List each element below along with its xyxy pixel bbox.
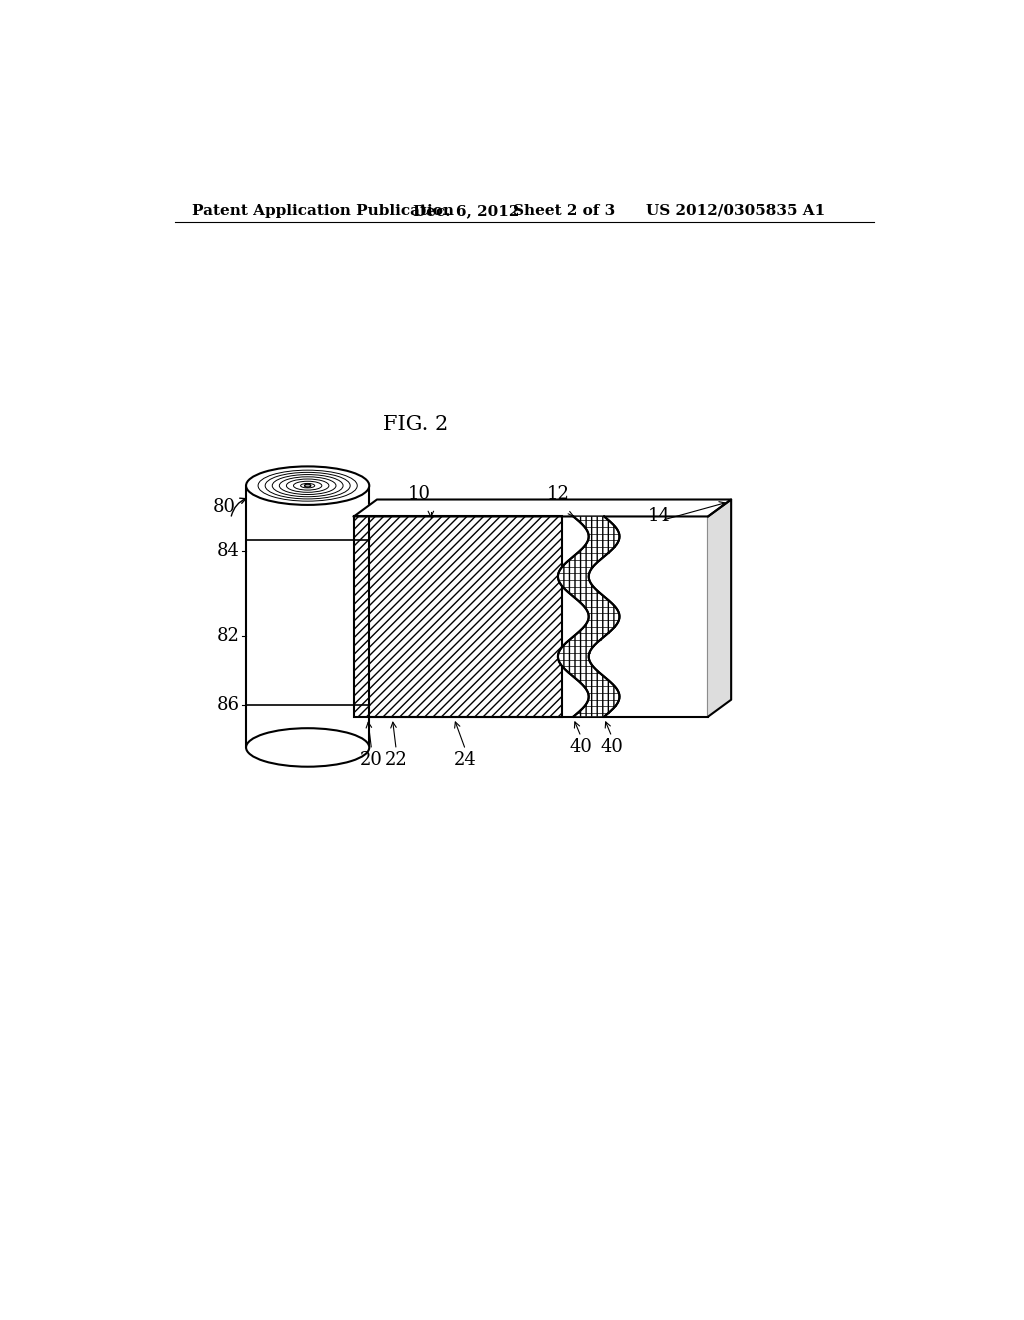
Text: 40: 40 bbox=[600, 738, 624, 756]
Text: 24: 24 bbox=[454, 751, 477, 770]
Text: Dec. 6, 2012: Dec. 6, 2012 bbox=[413, 203, 519, 218]
Text: 80: 80 bbox=[213, 498, 236, 516]
Polygon shape bbox=[558, 516, 620, 717]
Text: Patent Application Publication: Patent Application Publication bbox=[193, 203, 455, 218]
Ellipse shape bbox=[246, 729, 370, 767]
Text: 82: 82 bbox=[217, 627, 240, 644]
Bar bbox=[354, 516, 708, 717]
Text: 20: 20 bbox=[360, 751, 383, 770]
Ellipse shape bbox=[246, 466, 370, 506]
Text: 12: 12 bbox=[547, 486, 569, 503]
Text: 14: 14 bbox=[648, 507, 671, 525]
Ellipse shape bbox=[304, 484, 310, 487]
Text: Sheet 2 of 3: Sheet 2 of 3 bbox=[513, 203, 615, 218]
Text: 84: 84 bbox=[217, 543, 240, 560]
Bar bbox=[354, 516, 562, 717]
Text: 86: 86 bbox=[217, 696, 240, 714]
Polygon shape bbox=[354, 499, 731, 516]
Bar bbox=[246, 486, 370, 747]
Polygon shape bbox=[708, 499, 731, 717]
Text: 22: 22 bbox=[385, 751, 408, 770]
Text: 10: 10 bbox=[408, 486, 431, 503]
Text: FIG. 2: FIG. 2 bbox=[383, 414, 449, 433]
Text: US 2012/0305835 A1: US 2012/0305835 A1 bbox=[646, 203, 825, 218]
Text: 40: 40 bbox=[569, 738, 593, 756]
